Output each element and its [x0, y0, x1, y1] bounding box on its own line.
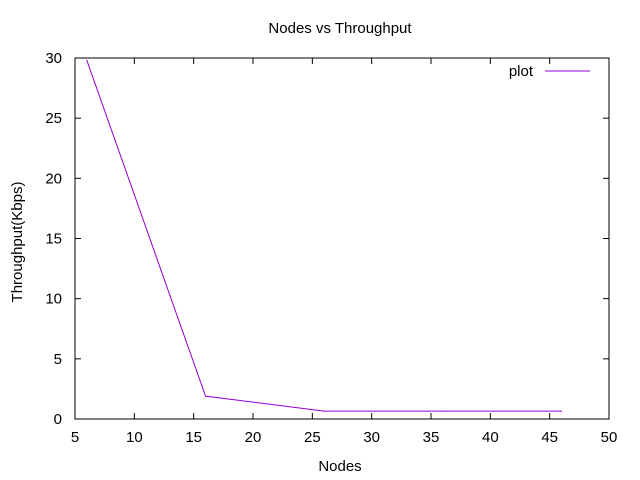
y-tick-label: 5: [54, 351, 62, 368]
legend-label-plot: plot: [509, 63, 534, 80]
x-tick-label: 5: [71, 429, 79, 446]
data-point: [560, 410, 563, 412]
x-tick-label: 25: [304, 429, 321, 446]
chart-title: Nodes vs Throughput: [268, 20, 412, 37]
series-layer: [86, 59, 563, 412]
x-tick-label: 30: [363, 429, 380, 446]
y-tick-label: 30: [45, 50, 62, 67]
y-tick-label: 10: [45, 291, 62, 308]
plot-area-border: [74, 57, 610, 420]
x-axis-label: Nodes: [318, 458, 361, 475]
data-point: [86, 59, 88, 62]
y-tick-label: 15: [45, 231, 62, 248]
x-tick-label: 20: [245, 429, 262, 446]
data-point: [442, 410, 444, 412]
y-tick-label: 25: [45, 110, 62, 127]
x-tick-label: 35: [423, 429, 440, 446]
legend: plot: [509, 63, 590, 80]
x-tick-label: 50: [601, 429, 618, 446]
x-tick-label: 15: [185, 429, 202, 446]
y-tick-label: 0: [54, 411, 62, 428]
y-tick-label: 20: [45, 170, 62, 187]
data-point: [323, 410, 325, 412]
data-point: [204, 395, 207, 397]
y-axis-ticks: 0 5 10 15 20 25 30: [45, 50, 609, 428]
x-axis-ticks: 5 10 15 20 25 30 35 40 45 50: [71, 58, 618, 446]
series-line-plot: [86, 60, 562, 412]
x-tick-label: 10: [126, 429, 143, 446]
x-tick-label: 45: [541, 429, 558, 446]
x-tick-label: 40: [482, 429, 499, 446]
y-axis-label: Throughput(Kbps): [9, 182, 26, 303]
